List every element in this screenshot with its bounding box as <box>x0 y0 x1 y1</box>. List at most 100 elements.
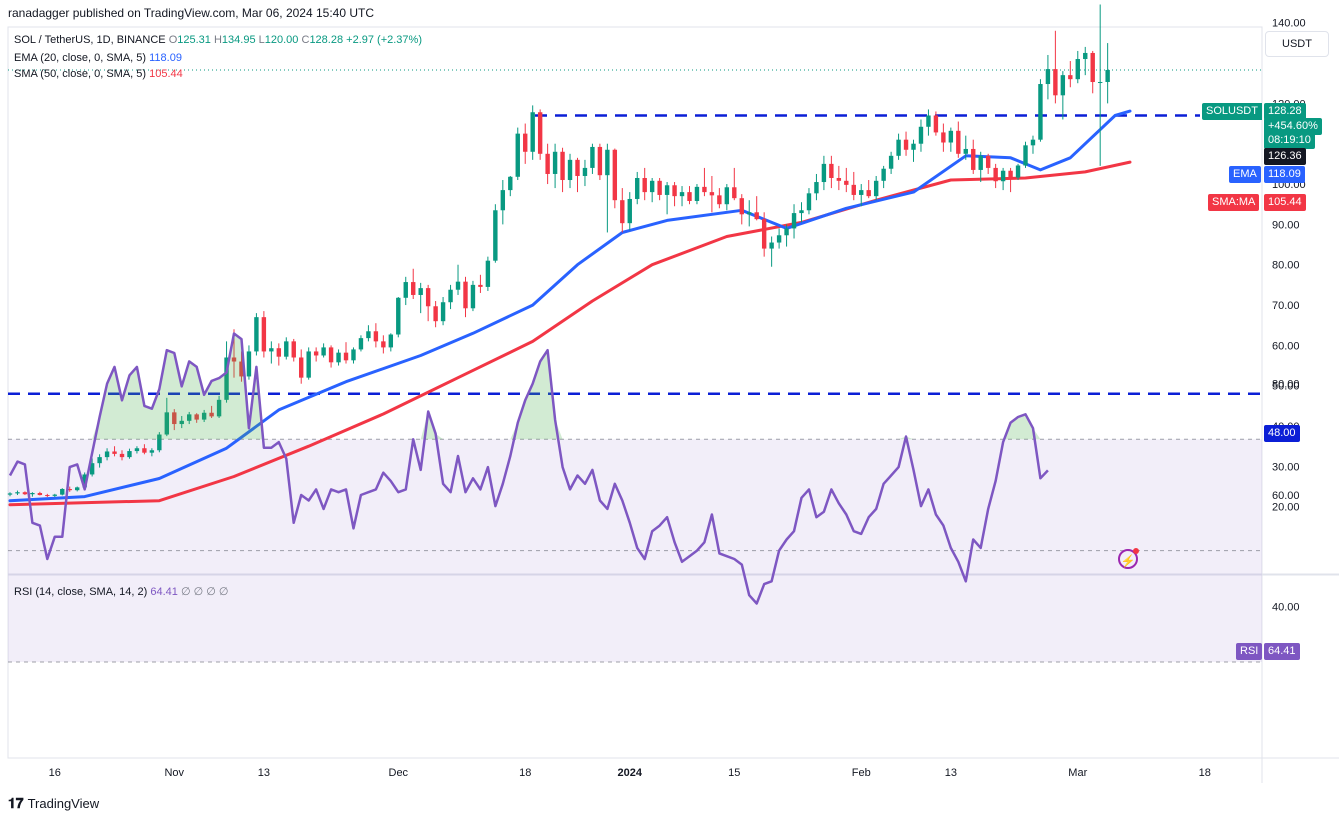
candle-body <box>89 463 95 475</box>
open-value: 125.31 <box>177 34 211 46</box>
candle-body <box>612 149 618 201</box>
candle-body <box>261 317 267 352</box>
candle-body <box>694 186 700 201</box>
candle-body <box>351 349 356 361</box>
candle-body <box>545 153 550 174</box>
candle-body <box>246 351 252 377</box>
ema-legend-value: 118.09 <box>149 52 182 64</box>
low-label: L <box>258 34 265 46</box>
candle-body <box>388 334 394 348</box>
rsi-legend[interactable]: RSI (14, close, SMA, 14, 2) 64.41 ∅ ∅ ∅ … <box>14 585 228 598</box>
candle-body <box>224 357 229 400</box>
candle-body <box>60 488 65 495</box>
candle-body <box>888 155 894 169</box>
candle-body <box>231 357 237 362</box>
candle-body <box>313 351 319 356</box>
candle-body <box>948 130 954 143</box>
currency-button[interactable]: USDT <box>1265 31 1329 57</box>
sma-legend[interactable]: SMA (50, close, 0, SMA, 5) 105.44 <box>14 68 183 80</box>
candle-body <box>664 185 670 195</box>
candle-body <box>455 281 461 290</box>
symbol-name-tag: SOLUSDT <box>1202 103 1262 120</box>
rsi-tick-label: 40.00 <box>1272 601 1300 613</box>
candle-body <box>911 143 916 150</box>
candle-body <box>806 193 812 211</box>
candle-body <box>403 282 408 298</box>
candle-body <box>269 348 274 352</box>
price-tick-label: 70.00 <box>1272 300 1300 312</box>
rsi-overbought-fill <box>10 333 1048 440</box>
tradingview-logo-text: TradingView <box>27 796 100 811</box>
time-tick-label: Nov <box>164 767 184 779</box>
candle-body <box>142 448 147 453</box>
candle-body <box>1053 69 1058 96</box>
candle-body <box>493 210 498 261</box>
candle-body <box>560 151 565 181</box>
candle-body <box>702 186 707 193</box>
candle-body <box>747 212 752 215</box>
candle-body <box>605 149 610 176</box>
candle-body <box>164 412 170 435</box>
candle-body <box>179 420 184 425</box>
candle-body <box>523 133 528 152</box>
candle-body <box>933 115 939 133</box>
candle-body <box>396 297 401 335</box>
candle-body <box>829 163 834 178</box>
candle-body <box>717 195 722 205</box>
candle-body <box>411 282 416 295</box>
price-tick-label: 20.00 <box>1272 502 1300 514</box>
candle-body <box>1068 75 1073 80</box>
price-tick-label: 90.00 <box>1272 219 1300 231</box>
candle-body <box>881 168 886 181</box>
candle-body <box>112 451 117 454</box>
high-label: H <box>213 34 222 46</box>
candle-body <box>485 260 491 287</box>
candle-body <box>851 184 856 195</box>
tradingview-logo: 𝟏𝟕 TradingView <box>8 795 99 812</box>
candle-body <box>172 412 177 425</box>
notification-dot <box>1133 548 1139 554</box>
ema-legend[interactable]: EMA (20, close, 0, SMA, 5) 118.09 <box>14 52 182 64</box>
low-value: 120.00 <box>264 34 299 46</box>
candle-body <box>149 450 155 453</box>
candle-body <box>134 448 140 452</box>
candle-body <box>97 457 102 464</box>
candle-body <box>679 192 685 197</box>
candle-body <box>754 212 759 220</box>
candle-body <box>926 115 931 127</box>
candle-body <box>769 242 774 249</box>
time-tick-label: 2024 <box>618 767 643 779</box>
candle-body <box>276 348 282 357</box>
open-label: O <box>168 34 178 46</box>
rsi-tick-label: 60.00 <box>1272 490 1300 502</box>
price-tick-label: 60.00 <box>1272 340 1300 352</box>
candle-body <box>37 493 43 496</box>
candle-body <box>836 177 842 181</box>
candle-body <box>814 182 819 194</box>
candle-body <box>187 414 192 421</box>
lightning-icon[interactable]: ⚡ <box>1118 548 1139 569</box>
candle-body <box>1008 170 1013 178</box>
candle-body <box>657 180 662 195</box>
candle-body <box>799 210 804 214</box>
symbol-legend[interactable]: SOL / TetherUS, 1D, BINANCE O125.31 H134… <box>14 34 422 46</box>
candle-body <box>343 352 349 361</box>
time-tick-label: 18 <box>519 767 531 779</box>
candle-body <box>784 228 789 236</box>
time-tick-label: 13 <box>258 767 270 779</box>
candle-body <box>859 190 864 195</box>
candle-body <box>567 159 573 181</box>
candle-body <box>381 341 386 348</box>
candle-body <box>67 488 72 491</box>
candle-body <box>597 146 603 176</box>
candle-body <box>418 288 423 295</box>
candle-body <box>254 317 259 352</box>
candle-body <box>284 341 289 357</box>
candle-body <box>201 412 207 420</box>
price-tick-label: 80.00 <box>1272 260 1300 272</box>
candle-body <box>1075 59 1080 80</box>
candle-body <box>575 159 580 176</box>
candle-body <box>1045 69 1051 85</box>
candle-body <box>52 494 58 496</box>
